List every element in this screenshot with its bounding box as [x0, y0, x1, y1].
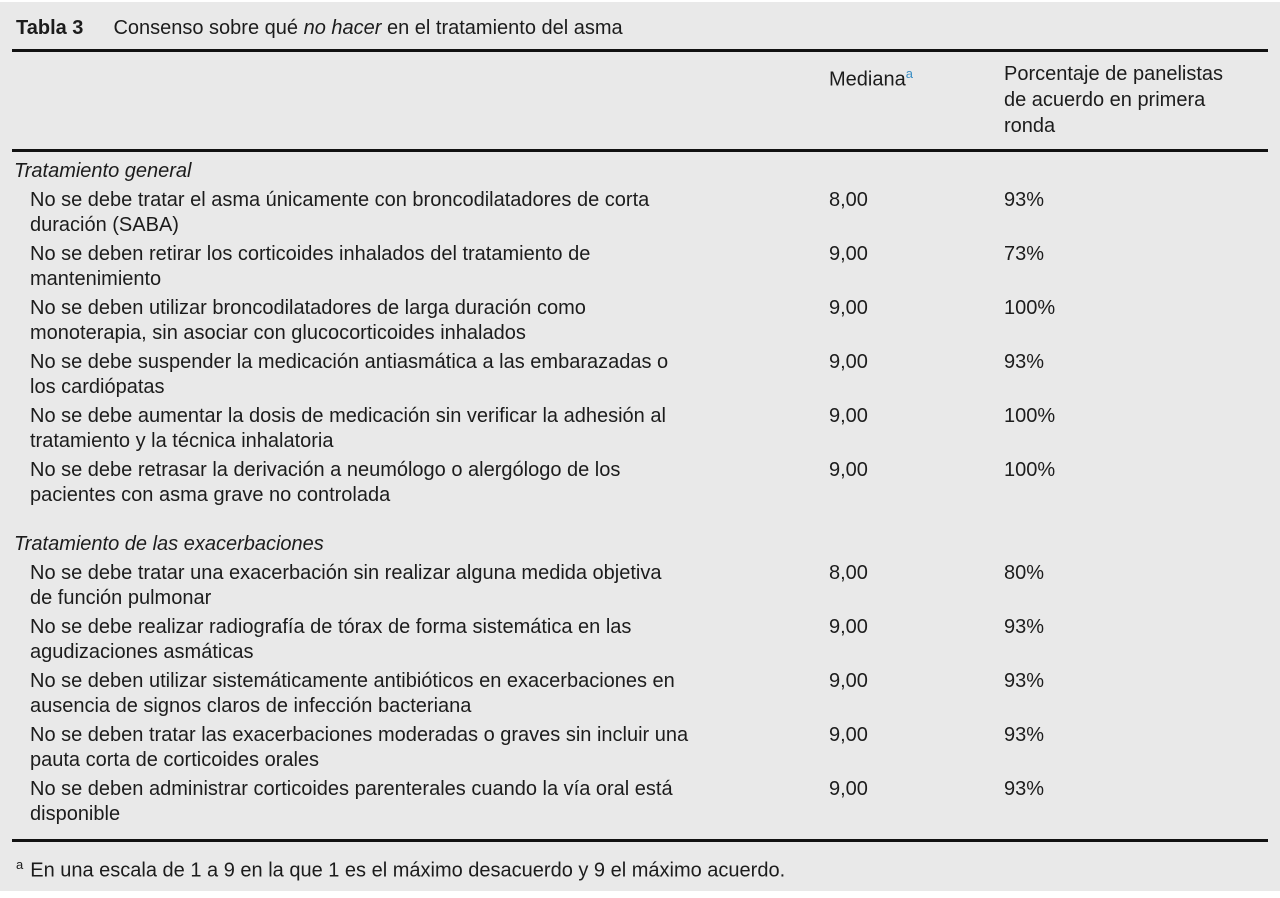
- row-median: 8,00: [829, 562, 868, 584]
- column-header-percent: Porcentaje de panelistas de acuerdo en p…: [1004, 63, 1224, 137]
- table-caption: Tabla 3 Consenso sobre qué no hacer en el…: [0, 2, 1280, 49]
- row-median: 9,00: [829, 243, 868, 265]
- row-median: 9,00: [829, 724, 868, 746]
- table-title: Consenso sobre qué no hacer en el tratam…: [113, 17, 622, 39]
- row-statement: No se debe suspender la medicación antia…: [30, 351, 669, 398]
- median-footnote-marker: a: [905, 66, 913, 81]
- row-statement: No se deben utilizar sistemáticamente an…: [30, 670, 675, 717]
- row-percent: 100%: [1004, 459, 1056, 481]
- median-label: Mediana: [829, 68, 906, 91]
- row-median: 8,00: [829, 189, 868, 211]
- row-median: 9,00: [829, 670, 868, 692]
- row-median: 9,00: [829, 778, 868, 800]
- table-row: No se debe aumentar la dosis de medicaci…: [14, 404, 1266, 454]
- row-statement: No se debe aumentar la dosis de medicaci…: [30, 405, 666, 452]
- table-row: No se deben utilizar broncodilatadores d…: [14, 296, 1266, 346]
- table-header-row: Medianaa Porcentaje de panelistas de acu…: [0, 52, 1280, 149]
- table-row: No se deben utilizar sistemáticamente an…: [14, 669, 1266, 719]
- table-row: No se deben administrar corticoides pare…: [14, 777, 1266, 827]
- table-row: No se deben tratar las exacerbaciones mo…: [14, 723, 1266, 773]
- row-statement: No se debe tratar el asma únicamente con…: [30, 189, 650, 236]
- row-percent: 93%: [1004, 351, 1045, 373]
- footnote: a En una escala de 1 a 9 en la que 1 es e…: [0, 842, 1280, 884]
- row-statement: No se deben retirar los corticoides inha…: [30, 243, 591, 290]
- row-statement: No se deben administrar corticoides pare…: [30, 778, 673, 825]
- row-statement: No se debe realizar radiografía de tórax…: [30, 616, 632, 663]
- title-rule: [12, 49, 1268, 52]
- table-label: Tabla 3: [16, 17, 84, 39]
- row-median: 9,00: [829, 459, 868, 481]
- footnote-marker: a: [16, 857, 24, 872]
- table-row: No se deben retirar los corticoides inha…: [14, 242, 1266, 292]
- row-statement: No se deben utilizar broncodilatadores d…: [30, 297, 586, 344]
- table-section: Tratamiento general No se debe tratar el …: [14, 159, 1266, 508]
- table-title-pre: Consenso sobre qué: [113, 17, 304, 39]
- table-row: No se debe realizar radiografía de tórax…: [14, 615, 1266, 665]
- row-median: 9,00: [829, 616, 868, 638]
- row-statement: No se deben tratar las exacerbaciones mo…: [30, 724, 689, 771]
- row-statement: No se debe retrasar la derivación a neum…: [30, 459, 621, 506]
- row-median: 9,00: [829, 351, 868, 373]
- row-median: 9,00: [829, 405, 868, 427]
- row-percent: 100%: [1004, 297, 1056, 319]
- table-section: Tratamiento de las exacerbaciones No se d…: [14, 532, 1266, 827]
- row-percent: 100%: [1004, 405, 1056, 427]
- footnote-text: En una escala de 1 a 9 en la que 1 es el…: [30, 859, 786, 882]
- header-rule: [12, 149, 1268, 152]
- table-title-post: en el tratamiento del asma: [381, 17, 623, 39]
- row-percent: 80%: [1004, 562, 1045, 584]
- column-header-median: Medianaa: [829, 61, 1004, 139]
- table-row: No se debe tratar el asma únicamente con…: [14, 188, 1266, 238]
- section-header: Tratamiento general: [14, 160, 192, 182]
- row-percent: 93%: [1004, 724, 1045, 746]
- row-percent: 93%: [1004, 778, 1045, 800]
- table-body: Tratamiento general No se debe tratar el …: [0, 159, 1280, 827]
- row-percent: 93%: [1004, 189, 1045, 211]
- footnote-rule: [12, 839, 1268, 842]
- row-statement: No se debe tratar una exacerbación sin r…: [30, 562, 662, 609]
- row-percent: 93%: [1004, 616, 1045, 638]
- table-title-italic: no hacer: [303, 17, 382, 39]
- row-percent: 93%: [1004, 670, 1045, 692]
- row-percent: 73%: [1004, 243, 1045, 265]
- header-spacer: [14, 61, 829, 139]
- section-header: Tratamiento de las exacerbaciones: [14, 533, 324, 555]
- table-row: No se debe tratar una exacerbación sin r…: [14, 561, 1266, 611]
- table-row: No se debe suspender la medicación antia…: [14, 350, 1266, 400]
- row-median: 9,00: [829, 297, 868, 319]
- table-row: No se debe retrasar la derivación a neum…: [14, 458, 1266, 508]
